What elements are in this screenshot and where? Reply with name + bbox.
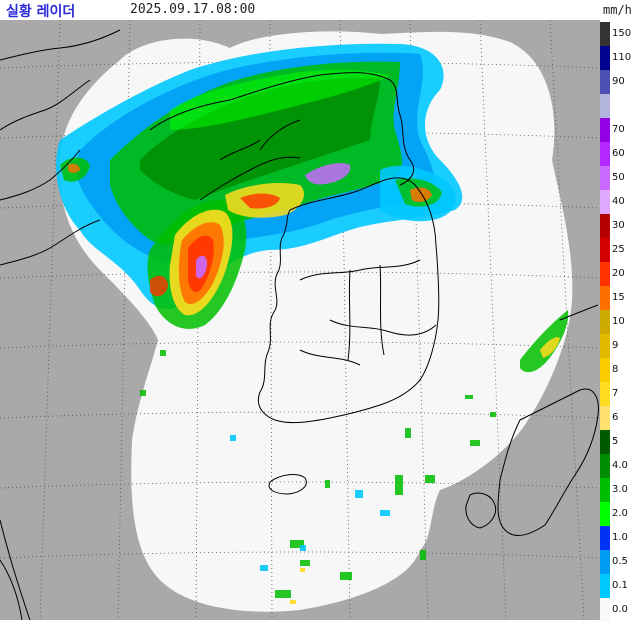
legend-label: 3.0 [612,484,628,495]
legend-item: 6 [600,406,635,430]
legend-label: 7 [612,388,619,399]
legend-item: 25 [600,238,635,262]
legend-swatch [600,502,610,526]
legend-item: 110 [600,46,635,70]
legend-label: 0.1 [612,580,628,591]
unit-label: mm/h [603,3,632,17]
precipitation-legend: 150 110 90 70 60 50 40 30 25 20 15 10 9 8 7 6 5 4.0 3.0 2.0… [600,20,635,622]
legend-swatch [600,550,610,574]
legend-label: 110 [612,52,632,63]
legend-swatch [600,430,610,454]
legend-swatch [600,406,610,430]
legend-label: 2.0 [612,508,628,519]
legend-item: 40 [600,190,635,214]
legend-swatch [600,526,610,550]
legend-item: 50 [600,166,635,190]
legend-label: 150 [612,28,632,39]
legend-label: 6 [612,412,619,423]
legend-label: 1.0 [612,532,628,543]
precipitation-echoes [56,43,569,604]
legend-label: 40 [612,196,625,207]
legend-item: 30 [600,214,635,238]
legend-item: 8 [600,358,635,382]
legend-item: 1.0 [600,526,635,550]
legend-swatch [600,262,610,286]
legend-item: 60 [600,142,635,166]
legend-item: 7 [600,382,635,406]
legend-item: 15 [600,286,635,310]
legend-label: 70 [612,124,625,135]
legend-swatch [600,334,610,358]
legend-item: 0.5 [600,550,635,574]
legend-swatch [600,22,610,46]
legend-swatch [600,238,610,262]
legend-label: 10 [612,316,625,327]
legend-swatch [600,382,610,406]
legend-item: 5 [600,430,635,454]
legend-item: 9 [600,334,635,358]
legend-item: 0.0 [600,598,635,622]
legend-swatch [600,94,610,118]
legend-swatch [600,118,610,142]
radar-map [0,19,601,621]
legend-swatch [600,358,610,382]
legend-label: 50 [612,172,625,183]
legend-label: 5 [612,436,619,447]
legend-item: 4.0 [600,454,635,478]
legend-swatch [600,598,610,622]
legend-label: 15 [612,292,625,303]
legend-label: 90 [612,76,625,87]
legend-item: 90 [600,70,635,94]
legend-label: 30 [612,220,625,231]
legend-swatch [600,70,610,94]
coastlines [0,29,599,621]
legend-swatch [600,46,610,70]
legend-swatch [600,574,610,598]
legend-label: 60 [612,148,625,159]
legend-item: 10 [600,310,635,334]
legend-swatch [600,214,610,238]
legend-swatch [600,310,610,334]
legend-label: 9 [612,340,619,351]
legend-item: 3.0 [600,478,635,502]
legend-label: 25 [612,244,625,255]
legend-label: 4.0 [612,460,628,471]
legend-swatch [600,166,610,190]
legend-swatch [600,190,610,214]
legend-swatch [600,142,610,166]
legend-label: 0.0 [612,604,628,615]
legend-swatch [600,478,610,502]
jeju-outline [268,474,307,495]
legend-label: 0.5 [612,556,628,567]
timestamp: 2025.09.17.08:00 [130,2,256,17]
radar-map-svg [0,19,601,621]
legend-swatch [600,454,610,478]
legend-item: 0.1 [600,574,635,598]
legend-item: 70 [600,118,635,142]
legend-label: 20 [612,268,625,279]
legend-item: 2.0 [600,502,635,526]
legend-swatch [600,286,610,310]
legend-item: 20 [600,262,635,286]
legend-label: 8 [612,364,619,375]
legend-item [600,94,635,118]
header-bar: 실황 레이더 2025.09.17.08:00 mm/h [0,0,635,20]
map-title: 실황 레이더 [6,4,76,20]
legend-item: 150 [600,22,635,46]
